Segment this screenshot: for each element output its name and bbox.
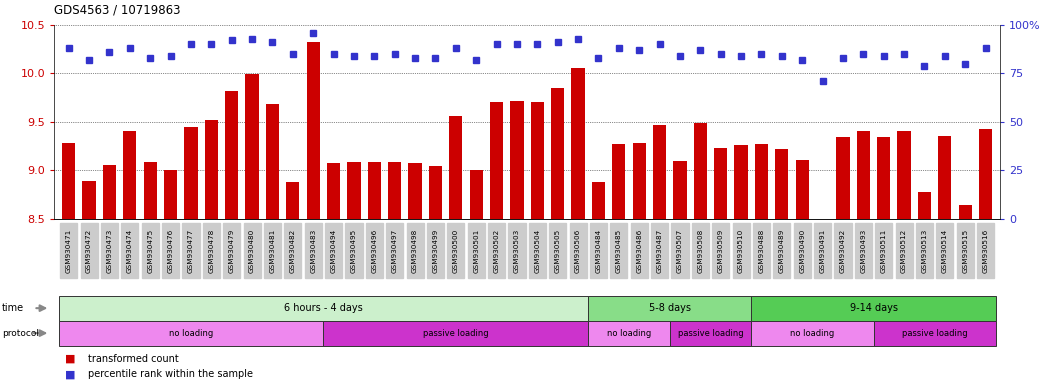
Bar [938,136,952,219]
Bar [873,321,996,346]
Bar [490,101,504,219]
Bar [470,170,483,219]
Text: no loading: no loading [790,329,834,338]
Bar [979,129,993,219]
Bar [837,137,849,219]
Bar [59,296,588,321]
Bar [653,125,666,219]
Bar [408,163,422,219]
Text: no loading: no loading [607,329,651,338]
Bar [266,104,280,219]
Bar [588,321,670,346]
Bar [856,131,870,219]
Bar [184,127,198,219]
Bar [755,144,768,219]
Bar [918,192,931,219]
Text: passive loading: passive loading [677,329,743,338]
Bar [327,163,340,219]
Bar [103,165,116,219]
Bar [143,162,157,219]
Bar [307,42,319,219]
Bar [775,149,788,219]
Bar [632,143,646,219]
Text: transformed count: transformed count [88,354,179,364]
Text: passive loading: passive loading [423,329,489,338]
Bar [205,120,218,219]
Bar [388,162,401,219]
Bar [449,116,463,219]
Bar [531,101,544,219]
Text: percentile rank within the sample: percentile rank within the sample [88,369,253,379]
Bar [959,205,972,219]
Bar [877,137,890,219]
Bar [367,162,381,219]
Bar [429,166,442,219]
Text: protocol: protocol [2,329,39,338]
Bar [796,160,809,219]
Bar [510,101,524,219]
Bar [752,296,996,321]
Bar [324,321,588,346]
Bar [245,74,259,219]
Text: ■: ■ [65,369,75,379]
Text: 9-14 days: 9-14 days [849,303,897,313]
Bar [83,181,95,219]
Bar [673,161,687,219]
Text: passive loading: passive loading [901,329,967,338]
Bar [714,148,728,219]
Text: GDS4563 / 10719863: GDS4563 / 10719863 [54,4,181,17]
Bar [752,321,873,346]
Bar [897,131,911,219]
Bar [694,123,707,219]
Bar [612,144,625,219]
Bar [592,182,605,219]
Bar [572,68,584,219]
Text: ■: ■ [65,354,75,364]
Text: time: time [2,303,24,313]
Bar [348,162,360,219]
Bar [551,88,564,219]
Text: 6 hours - 4 days: 6 hours - 4 days [284,303,362,313]
Text: no loading: no loading [169,329,214,338]
Bar [164,170,177,219]
Bar [588,296,752,321]
Bar [670,321,752,346]
Bar [124,131,136,219]
Bar [735,145,748,219]
Bar [62,143,75,219]
Bar [286,182,299,219]
Text: 5-8 days: 5-8 days [649,303,691,313]
Bar [225,91,239,219]
Bar [59,321,324,346]
